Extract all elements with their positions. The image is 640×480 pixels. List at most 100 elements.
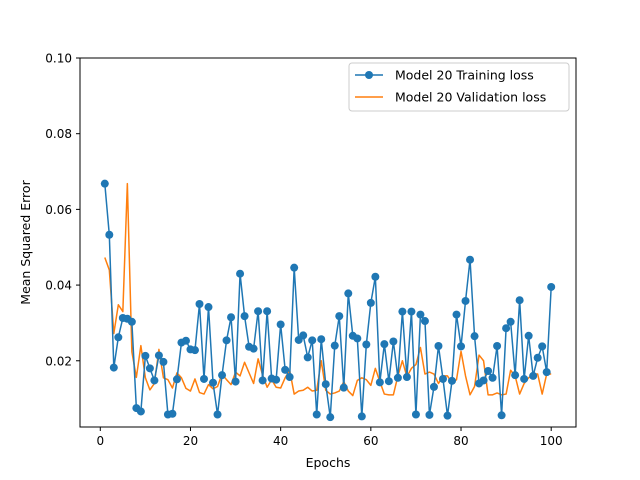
data-point-training xyxy=(290,263,299,272)
data-point-training xyxy=(470,332,479,341)
data-point-training xyxy=(281,365,290,374)
data-point-training xyxy=(429,382,438,391)
data-point-training xyxy=(357,412,366,421)
data-point-training xyxy=(547,282,556,291)
axes-frame xyxy=(79,57,577,428)
data-point-training xyxy=(263,307,272,316)
data-point-training xyxy=(506,317,515,326)
validation-series-layer xyxy=(104,182,552,397)
data-point-training xyxy=(254,307,263,316)
data-point-training xyxy=(511,371,520,380)
data-point-training xyxy=(213,410,222,419)
x-tick-label: 20 xyxy=(183,434,198,448)
data-point-training xyxy=(407,307,416,316)
x-axis-ticks: 0 20 40 60 80 100 xyxy=(96,427,563,448)
data-point-training xyxy=(461,296,470,305)
data-point-training xyxy=(371,272,380,281)
data-point-training xyxy=(154,351,163,360)
data-point-training xyxy=(312,410,321,419)
data-point-training xyxy=(181,336,190,345)
y-tick-label: 0.06 xyxy=(45,203,72,217)
legend-marker-training xyxy=(365,71,373,79)
data-point-training xyxy=(330,341,339,350)
data-point-training xyxy=(515,296,524,305)
data-point-training xyxy=(538,342,547,351)
data-point-training xyxy=(497,411,506,420)
x-tick-label: 0 xyxy=(96,434,104,448)
training-series-layer xyxy=(100,179,556,422)
data-point-training xyxy=(420,317,429,326)
data-point-training xyxy=(136,407,145,416)
x-tick-label: 80 xyxy=(453,434,468,448)
data-point-training xyxy=(502,324,511,333)
axes-background xyxy=(80,58,576,427)
data-point-training xyxy=(190,346,199,355)
data-point-training xyxy=(384,377,393,386)
data-point-training xyxy=(276,320,285,329)
data-point-training xyxy=(524,331,533,340)
data-point-training xyxy=(231,377,240,386)
y-tick-label: 0.10 xyxy=(45,52,72,66)
data-point-training xyxy=(484,366,493,375)
data-point-training xyxy=(145,364,154,373)
data-point-training xyxy=(299,331,308,340)
data-point-training xyxy=(114,333,123,342)
data-point-training xyxy=(308,336,317,345)
data-point-training xyxy=(236,269,245,278)
x-axis-label: Epochs xyxy=(306,455,351,470)
series-line-training xyxy=(104,183,552,418)
data-point-training xyxy=(416,310,425,319)
x-tick-label: 60 xyxy=(363,434,378,448)
y-tick-label: 0.02 xyxy=(45,354,72,368)
data-point-training xyxy=(172,375,181,384)
data-point-training xyxy=(317,335,326,344)
data-point-training xyxy=(457,342,466,351)
data-point-training xyxy=(434,342,443,351)
data-point-training xyxy=(493,342,502,351)
y-axis-label: Mean Squared Error xyxy=(18,179,33,304)
data-point-training xyxy=(533,353,542,362)
data-point-training xyxy=(141,351,150,360)
data-point-training xyxy=(438,374,447,383)
data-point-training xyxy=(127,317,136,326)
data-point-training xyxy=(168,409,177,418)
data-point-training xyxy=(109,363,118,372)
data-point-training xyxy=(380,340,389,349)
data-point-training xyxy=(321,380,330,389)
y-tick-label: 0.08 xyxy=(45,127,72,141)
y-axis-ticks: 0.02 0.04 0.06 0.08 0.10 xyxy=(45,52,80,368)
data-point-training xyxy=(529,371,538,380)
data-point-training xyxy=(105,230,114,239)
data-point-training xyxy=(398,307,407,316)
data-point-training xyxy=(344,289,353,298)
legend-label-validation: Model 20 Validation loss xyxy=(395,90,546,105)
data-point-training xyxy=(150,376,159,385)
data-point-training xyxy=(209,378,218,387)
legend-label-training: Model 20 Training loss xyxy=(395,68,534,83)
data-point-training xyxy=(425,410,434,419)
data-point-training xyxy=(479,376,488,385)
data-point-training xyxy=(204,303,213,312)
legend: Model 20 Training loss Model 20 Validati… xyxy=(348,62,570,112)
data-point-training xyxy=(452,310,461,319)
data-point-training xyxy=(402,373,411,382)
data-point-training xyxy=(227,313,236,322)
data-point-training xyxy=(366,298,375,307)
x-tick-label: 100 xyxy=(540,434,563,448)
data-point-training xyxy=(200,374,208,383)
data-point-training xyxy=(218,371,227,380)
y-tick-label: 0.04 xyxy=(45,279,72,293)
data-point-training xyxy=(443,411,452,420)
data-point-training xyxy=(335,312,344,321)
data-point-training xyxy=(389,337,398,346)
x-tick-label: 40 xyxy=(273,434,288,448)
data-point-training xyxy=(195,300,204,308)
data-point-training xyxy=(466,255,475,264)
data-point-training xyxy=(159,357,168,366)
data-point-training xyxy=(222,336,231,345)
data-point-training xyxy=(240,312,249,321)
plot-area xyxy=(79,57,577,428)
data-point-training xyxy=(100,179,109,188)
data-point-training xyxy=(542,368,551,377)
